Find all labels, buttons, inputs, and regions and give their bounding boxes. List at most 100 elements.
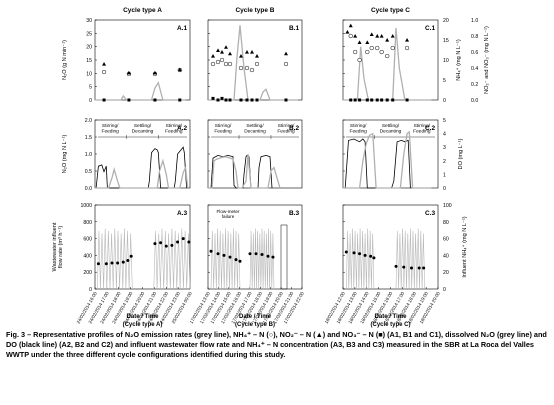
x-axis-label: Date / Time [375,314,408,320]
phase-label: Stirring/Feeding [165,123,183,134]
no3-point [220,96,224,100]
influent-nh4-point [104,262,108,266]
no2-point [348,23,353,28]
right-tick-label: 0.8 [471,34,478,40]
no3-point [211,96,215,100]
influent-nh4-point [153,242,157,246]
influent-nh4-point [402,265,406,269]
right-tick-label: 2 [443,159,446,165]
no3-point [153,98,157,102]
tick-label: 1.5 [85,135,92,141]
panel-label: A.3 [177,210,188,217]
right-tick-label: 0.2 [471,82,478,88]
x-axis-label: Date / Time [239,314,272,320]
flow-meter-failure-box [280,224,288,290]
phase-label: Settling/Decanting [244,123,266,134]
no2-point [245,50,249,54]
nh4-point [238,65,244,71]
do-line [95,146,187,189]
no2-point [126,70,131,75]
tick-label: 20 [86,45,92,51]
influent-nh4-point [409,266,413,270]
influent-nh4-point [238,259,242,263]
right-tick-label: 0 [443,287,446,293]
influent-nh4-point [266,254,270,258]
no2-point [385,38,390,42]
influent-nh4-point [116,261,120,265]
influent-nh4-point [181,237,185,241]
no2-point [369,32,374,36]
no3-point [380,98,384,102]
n2o-emission-line [95,81,186,101]
no3-point [353,98,357,102]
nh4-point [254,61,260,67]
tick-label: 25 [86,31,92,37]
phase-label: Stirring/Feeding [102,123,120,134]
no3-point [284,98,288,102]
nh4-point [353,49,358,55]
tick-label: 0 [89,287,92,293]
no2-point [216,48,220,52]
right-tick-label: 60 [443,237,449,243]
dissolved-n2o-line [208,153,281,189]
tick-label: 400 [83,253,92,259]
flow-rate-line [395,228,425,290]
no2-point [224,45,228,49]
dissolved-n2o-line [343,130,432,189]
nh4-point [210,61,216,67]
panel-label: A.1 [177,25,188,32]
no2-point [357,40,362,44]
panel-frame [94,19,191,101]
influent-nh4-point [372,256,376,260]
influent-nh4-point [129,254,133,258]
flow-meter-failure-label: Flow-meter failure [217,209,240,219]
y-axis-label: N₂O (mg N L⁻¹) [62,135,68,174]
right-tick-label: 100 [443,203,452,209]
phase-label: Stirring/Feeding [413,123,431,134]
influent-nh4-point [176,240,180,244]
right-tick-label: 15 [443,38,449,44]
tick-label: 5 [89,85,92,91]
no3-point [102,98,106,102]
no3-point [216,98,220,102]
tick-label: 1000 [80,203,92,209]
no2-point [345,30,350,34]
influent-nh4-point [417,266,421,270]
no3-point [127,98,131,102]
nh4-point [375,45,380,51]
tick-label: 30 [86,18,92,24]
nh4-point [215,59,221,65]
nh4-point [101,69,107,75]
no3-point [405,98,409,102]
panel-frame [207,204,303,290]
flow-rate-line [153,228,191,290]
tick-label: 0.5 [85,169,92,175]
panel-label: C.3 [425,210,436,217]
no3-point [385,98,389,102]
no2-point [211,54,215,58]
tick-label: 800 [83,220,92,226]
influent-nh4-point [344,250,348,254]
influent-nh4-point [352,251,356,255]
nh4-point [369,45,374,51]
influent-nh4-point [96,262,100,266]
x-axis-sublabel: (Cycle type A) [123,322,163,328]
flow-rate-line [97,228,133,290]
right-tick-label: 0.6 [471,50,478,56]
column-title: Cycle type C [371,7,410,14]
nh4-point [348,33,353,39]
n2o-emission-line [208,25,298,101]
flow-rate-line [210,228,241,290]
column-title: Cycle type B [235,7,274,14]
caption-text: Representative profiles of N₂O emission … [6,330,547,360]
panel-label: B.1 [289,25,300,32]
no3-point [239,98,243,102]
no3-point [365,98,369,102]
tick-label: 2.0 [85,118,92,124]
nh4-point [390,45,395,51]
no3-point [228,98,232,102]
no2-point [405,38,410,42]
influent-nh4-point [422,266,426,270]
influent-nh4-point [228,255,232,259]
influent-nh4-point [216,252,220,256]
